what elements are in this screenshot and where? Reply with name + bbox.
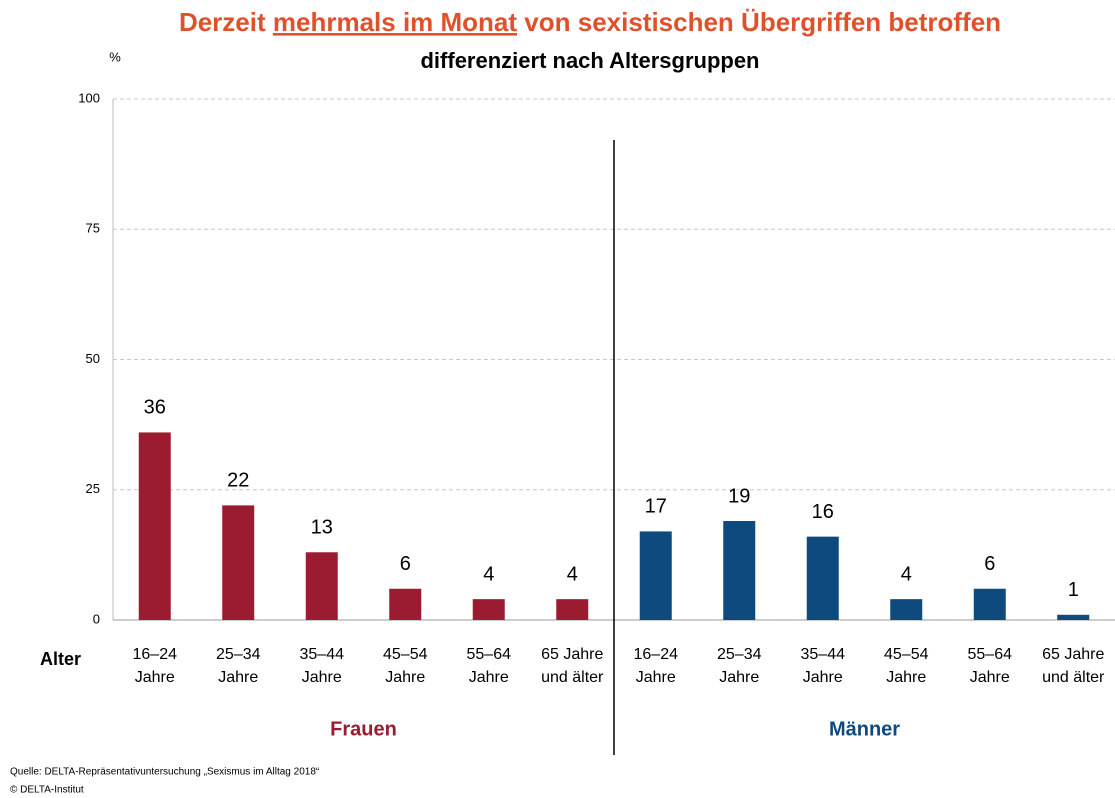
chart-title: Derzeit mehrmals im Monat von sexistisch… <box>179 7 1001 37</box>
x-tick-label: 25–34 Jahre <box>216 646 261 686</box>
x-tick-line: 65 Jahre <box>541 646 603 663</box>
data-label: 6 <box>400 553 411 575</box>
x-tick-line: 25–34 <box>717 646 762 663</box>
data-label: 4 <box>483 563 494 585</box>
bar <box>1057 614 1090 620</box>
x-tick-label: 65 Jahre und älter <box>1042 646 1105 686</box>
y-tick-label: 25 <box>86 481 100 496</box>
chart-subtitle: differenziert nach Altersgruppen <box>420 48 759 73</box>
bar <box>389 588 422 620</box>
group-label: Frauen <box>330 718 397 740</box>
group-label: Männer <box>829 718 900 740</box>
x-tick-label: 45–54 Jahre <box>383 646 428 686</box>
data-label: 22 <box>227 470 249 492</box>
x-tick-label: 45–54 Jahre <box>884 646 929 686</box>
data-label: 36 <box>144 397 166 419</box>
x-tick-line: Jahre <box>469 669 509 686</box>
x-tick-line: und älter <box>541 669 604 686</box>
bar <box>890 599 923 620</box>
bar <box>138 432 171 620</box>
x-tick-label: 35–44 Jahre <box>801 646 846 686</box>
data-label: 13 <box>311 517 333 539</box>
x-tick-line: Jahre <box>636 669 676 686</box>
data-label: 6 <box>984 553 995 575</box>
title-part: von sexistischen Übergriffen betroffen <box>524 7 1001 37</box>
y-tick-label: 75 <box>86 221 100 236</box>
x-tick-line: Jahre <box>803 669 843 686</box>
bar <box>305 552 338 620</box>
x-tick-line: Jahre <box>886 669 926 686</box>
y-tick-label: 100 <box>78 90 100 105</box>
x-tick-line: 55–64 <box>467 646 512 663</box>
y-axis-label: % <box>109 49 121 64</box>
x-tick-line: Jahre <box>135 669 175 686</box>
x-tick-line: 25–34 <box>216 646 261 663</box>
x-tick-line: 16–24 <box>133 646 178 663</box>
x-tick-label: 55–64 Jahre <box>968 646 1013 686</box>
y-tick-label: 0 <box>93 611 100 626</box>
title-part: Derzeit <box>179 7 266 37</box>
x-tick-line: 55–64 <box>968 646 1013 663</box>
x-tick-line: 65 Jahre <box>1042 646 1104 663</box>
x-tick-label: 35–44 Jahre <box>300 646 345 686</box>
x-axis-label: Alter <box>40 649 81 669</box>
x-tick-line: Jahre <box>719 669 759 686</box>
data-label: 17 <box>645 496 667 518</box>
y-tick-label: 50 <box>86 351 100 366</box>
data-label: 4 <box>567 563 578 585</box>
bar <box>639 531 672 620</box>
x-tick-line: Jahre <box>970 669 1010 686</box>
x-tick-label: 16–24 Jahre <box>634 646 679 686</box>
data-label: 19 <box>728 485 750 507</box>
x-tick-line: Jahre <box>218 669 258 686</box>
source: Quelle: DELTA-Repräsentativuntersuchung … <box>10 767 319 778</box>
bar <box>472 599 505 620</box>
bar <box>973 588 1006 620</box>
x-tick-label: 16–24 Jahre <box>133 646 178 686</box>
x-tick-label: 25–34 Jahre <box>717 646 762 686</box>
data-label: 16 <box>812 501 834 523</box>
copyright: © DELTA-Institut <box>10 785 84 796</box>
title-emphasis: mehrmals im Monat <box>273 7 518 37</box>
bar <box>222 505 255 620</box>
x-tick-line: 45–54 <box>383 646 428 663</box>
bar <box>806 536 839 620</box>
x-tick-line: Jahre <box>385 669 425 686</box>
x-tick-line: Jahre <box>302 669 342 686</box>
data-label: 4 <box>901 563 912 585</box>
x-tick-label: 65 Jahre und älter <box>541 646 604 686</box>
bar <box>723 521 756 620</box>
x-tick-line: und älter <box>1042 669 1105 686</box>
x-tick-line: 45–54 <box>884 646 929 663</box>
x-tick-line: 16–24 <box>634 646 679 663</box>
bar <box>556 599 589 620</box>
x-tick-line: 35–44 <box>801 646 846 663</box>
x-tick-label: 55–64 Jahre <box>467 646 512 686</box>
data-label: 1 <box>1068 579 1079 601</box>
x-tick-line: 35–44 <box>300 646 345 663</box>
